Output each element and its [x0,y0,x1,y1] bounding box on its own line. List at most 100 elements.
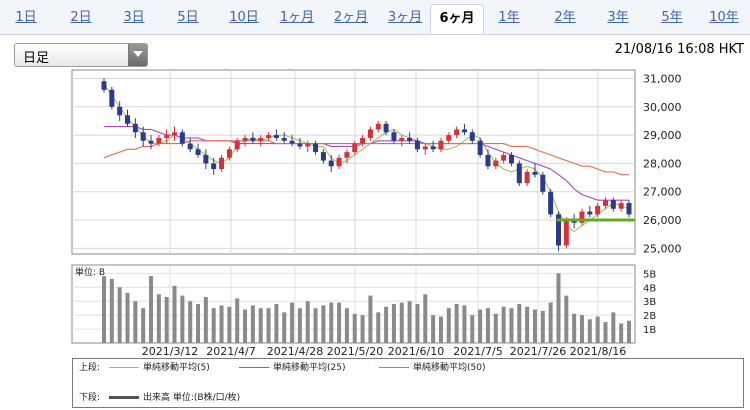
tab-13[interactable]: 5年 [661,10,683,25]
volume-bar [211,308,216,343]
tab-5[interactable]: 10日 [229,10,259,25]
legend-sma25-label: 単純移動平均(25) [273,363,346,373]
volume-bar [556,273,561,343]
volume-bar [603,322,608,343]
volume-bar [274,304,279,343]
candle-body [548,191,554,215]
volume-bar [196,304,201,343]
candle-body [203,154,209,164]
volume-bar [368,295,373,343]
volume-bar [125,292,130,343]
volume-bar [337,302,342,343]
volume-bar [344,308,349,343]
candle-body [532,171,538,175]
tab-8[interactable]: 3ヶ月 [387,10,423,25]
interval-select-value: 日足 [23,51,50,66]
candle-body [610,200,616,209]
volume-bar [109,278,114,343]
candle-body [579,211,585,223]
candle-body [250,137,256,141]
volume-bar [227,306,232,343]
volume-bar [627,320,631,343]
volume-bar [532,309,537,343]
volume-bar [102,276,106,343]
volume-tick-label: 4B [643,283,656,294]
volume-bar [564,295,569,343]
candle-body [187,143,193,150]
tab-3[interactable]: 3日 [123,10,145,25]
volume-bar [290,302,295,343]
candle-body [109,89,115,107]
candle-body [422,146,428,150]
volume-bar [321,305,326,343]
candle-body [179,132,185,144]
volume-bar [478,309,483,343]
volume-bar [470,315,475,343]
tab-14[interactable]: 10年 [709,10,739,25]
candle-body [508,154,514,164]
period-tab-bar: 1日 2日 3日 5日 10日 1ヶ月 2ヶ月 3ヶ月 6ヶ月 1年 2年 3年 5年 10年 [0,0,750,35]
tab-1[interactable]: 1日 [15,10,37,25]
tab-11[interactable]: 2年 [554,10,576,25]
volume-bar [133,301,138,343]
volume-bar [384,306,389,343]
candle-body [164,135,170,138]
x-tick-label: 2021/3/12 [142,345,198,358]
volume-bar [164,297,169,343]
volume-bar [156,294,161,343]
volume-bar [282,312,287,343]
interval-select[interactable]: 日足 [14,43,148,67]
tab-6[interactable]: 1ヶ月 [279,10,315,25]
volume-bar [438,316,443,343]
candle-body [313,143,319,153]
tab-7[interactable]: 2ヶ月 [333,10,369,25]
price-tick-label: 28,000 [643,157,682,170]
candle-body [211,163,217,170]
legend-upper-label: 上段: [79,363,101,373]
price-tick-label: 26,000 [643,214,682,227]
tab-12[interactable]: 3年 [607,10,629,25]
chart-legend: 上段: 単純移動平均(5) 単純移動平均(25) 単純移動平均(50) 下段: … [72,358,744,408]
volume-bar [415,304,420,343]
chevron-down-icon[interactable] [128,44,147,66]
volume-bar [548,302,553,343]
x-tick-label: 2021/6/10 [388,345,444,358]
candle-body [195,149,201,155]
legend-sma50-label: 単純移動平均(50) [413,363,486,373]
volume-bar [149,276,154,343]
volume-bar [462,305,467,343]
legend-sma5-label: 単純移動平均(5) [143,363,210,373]
volume-bar [454,304,459,343]
volume-bar [493,313,498,343]
legend-lower-label: 下段: [79,393,101,403]
candle-body [367,129,373,138]
tab-2[interactable]: 2日 [70,10,92,25]
volume-bar [391,304,396,343]
volume-bar [235,298,240,343]
volume-bar [297,308,302,343]
tab-9[interactable]: 6ヶ月 [430,4,484,34]
candle-body [407,137,413,141]
candle-body [156,137,162,144]
volume-bar [446,308,451,343]
candle-body [360,137,366,144]
volume-bar [572,313,577,343]
volume-bar [172,285,177,343]
volume-tick-label: 3B [643,297,656,308]
price-tick-label: 27,000 [643,186,682,199]
x-tick-label: 2021/7/26 [510,345,566,358]
volume-bar [360,315,365,343]
tab-10[interactable]: 1年 [498,10,520,25]
x-tick-label: 2021/5/20 [327,345,383,358]
candle-body [493,160,499,167]
candle-body [399,137,405,141]
tab-4[interactable]: 5日 [177,10,199,25]
x-tick-label: 2021/8/16 [570,345,626,358]
volume-bar [431,315,436,343]
volume-bar [258,308,263,343]
candle-body [297,143,303,147]
volume-bar [399,302,404,343]
candle-body [281,137,287,141]
candle-body [305,143,311,147]
